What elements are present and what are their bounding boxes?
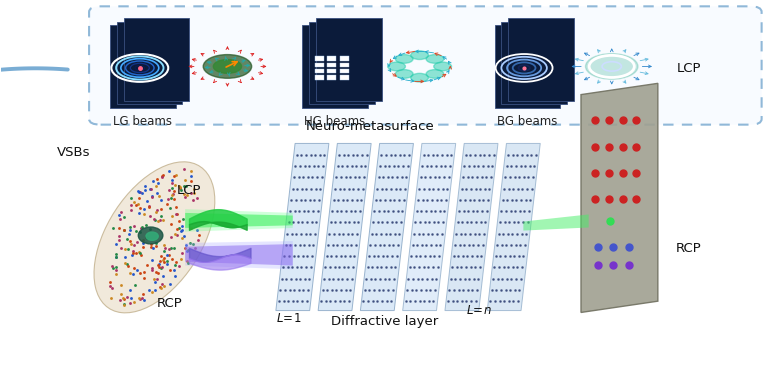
FancyBboxPatch shape xyxy=(340,69,350,73)
FancyBboxPatch shape xyxy=(327,63,336,67)
FancyBboxPatch shape xyxy=(89,6,762,125)
Polygon shape xyxy=(445,143,498,311)
Ellipse shape xyxy=(426,70,444,78)
Ellipse shape xyxy=(203,55,252,78)
Text: RCP: RCP xyxy=(676,242,701,255)
Ellipse shape xyxy=(213,60,242,74)
Polygon shape xyxy=(403,143,456,311)
Polygon shape xyxy=(318,143,371,311)
FancyBboxPatch shape xyxy=(494,25,560,108)
Polygon shape xyxy=(487,143,541,311)
Ellipse shape xyxy=(395,55,413,63)
FancyBboxPatch shape xyxy=(327,56,336,61)
Ellipse shape xyxy=(410,51,428,60)
FancyBboxPatch shape xyxy=(117,22,182,104)
FancyBboxPatch shape xyxy=(340,75,350,80)
Polygon shape xyxy=(185,241,293,269)
FancyBboxPatch shape xyxy=(315,56,323,61)
Ellipse shape xyxy=(387,62,406,71)
Polygon shape xyxy=(276,143,329,311)
FancyBboxPatch shape xyxy=(110,25,176,108)
Text: $L\!=\!1$: $L\!=\!1$ xyxy=(276,311,302,325)
FancyBboxPatch shape xyxy=(327,69,336,73)
Ellipse shape xyxy=(434,62,451,71)
Text: Diffractive layer: Diffractive layer xyxy=(331,315,439,328)
Ellipse shape xyxy=(94,162,215,313)
Text: LCP: LCP xyxy=(676,62,701,75)
FancyBboxPatch shape xyxy=(340,56,350,61)
Polygon shape xyxy=(185,209,293,232)
Ellipse shape xyxy=(426,55,444,63)
FancyBboxPatch shape xyxy=(501,22,567,104)
FancyBboxPatch shape xyxy=(508,18,574,101)
FancyBboxPatch shape xyxy=(316,18,382,101)
Ellipse shape xyxy=(146,232,159,240)
Text: Neuro-metasurface: Neuro-metasurface xyxy=(305,120,434,133)
Text: LCP: LCP xyxy=(177,184,201,197)
FancyBboxPatch shape xyxy=(124,18,189,101)
FancyBboxPatch shape xyxy=(315,75,323,80)
Polygon shape xyxy=(185,213,293,228)
Text: BG beams: BG beams xyxy=(497,115,557,128)
FancyBboxPatch shape xyxy=(303,25,368,108)
Polygon shape xyxy=(581,83,658,313)
FancyBboxPatch shape xyxy=(315,69,323,73)
Polygon shape xyxy=(360,143,413,311)
Ellipse shape xyxy=(395,70,413,78)
FancyBboxPatch shape xyxy=(315,63,323,67)
Text: LG beams: LG beams xyxy=(113,115,172,128)
Text: RCP: RCP xyxy=(157,297,182,310)
FancyBboxPatch shape xyxy=(327,75,336,80)
FancyBboxPatch shape xyxy=(340,63,350,67)
Polygon shape xyxy=(185,244,293,265)
Ellipse shape xyxy=(410,74,428,82)
Ellipse shape xyxy=(585,54,638,79)
Text: VSBs: VSBs xyxy=(57,146,90,159)
Polygon shape xyxy=(524,215,589,231)
Text: $L\!=\!n$: $L\!=\!n$ xyxy=(466,304,492,317)
FancyBboxPatch shape xyxy=(310,22,375,104)
Text: HG beams: HG beams xyxy=(304,115,366,128)
Ellipse shape xyxy=(139,227,163,244)
